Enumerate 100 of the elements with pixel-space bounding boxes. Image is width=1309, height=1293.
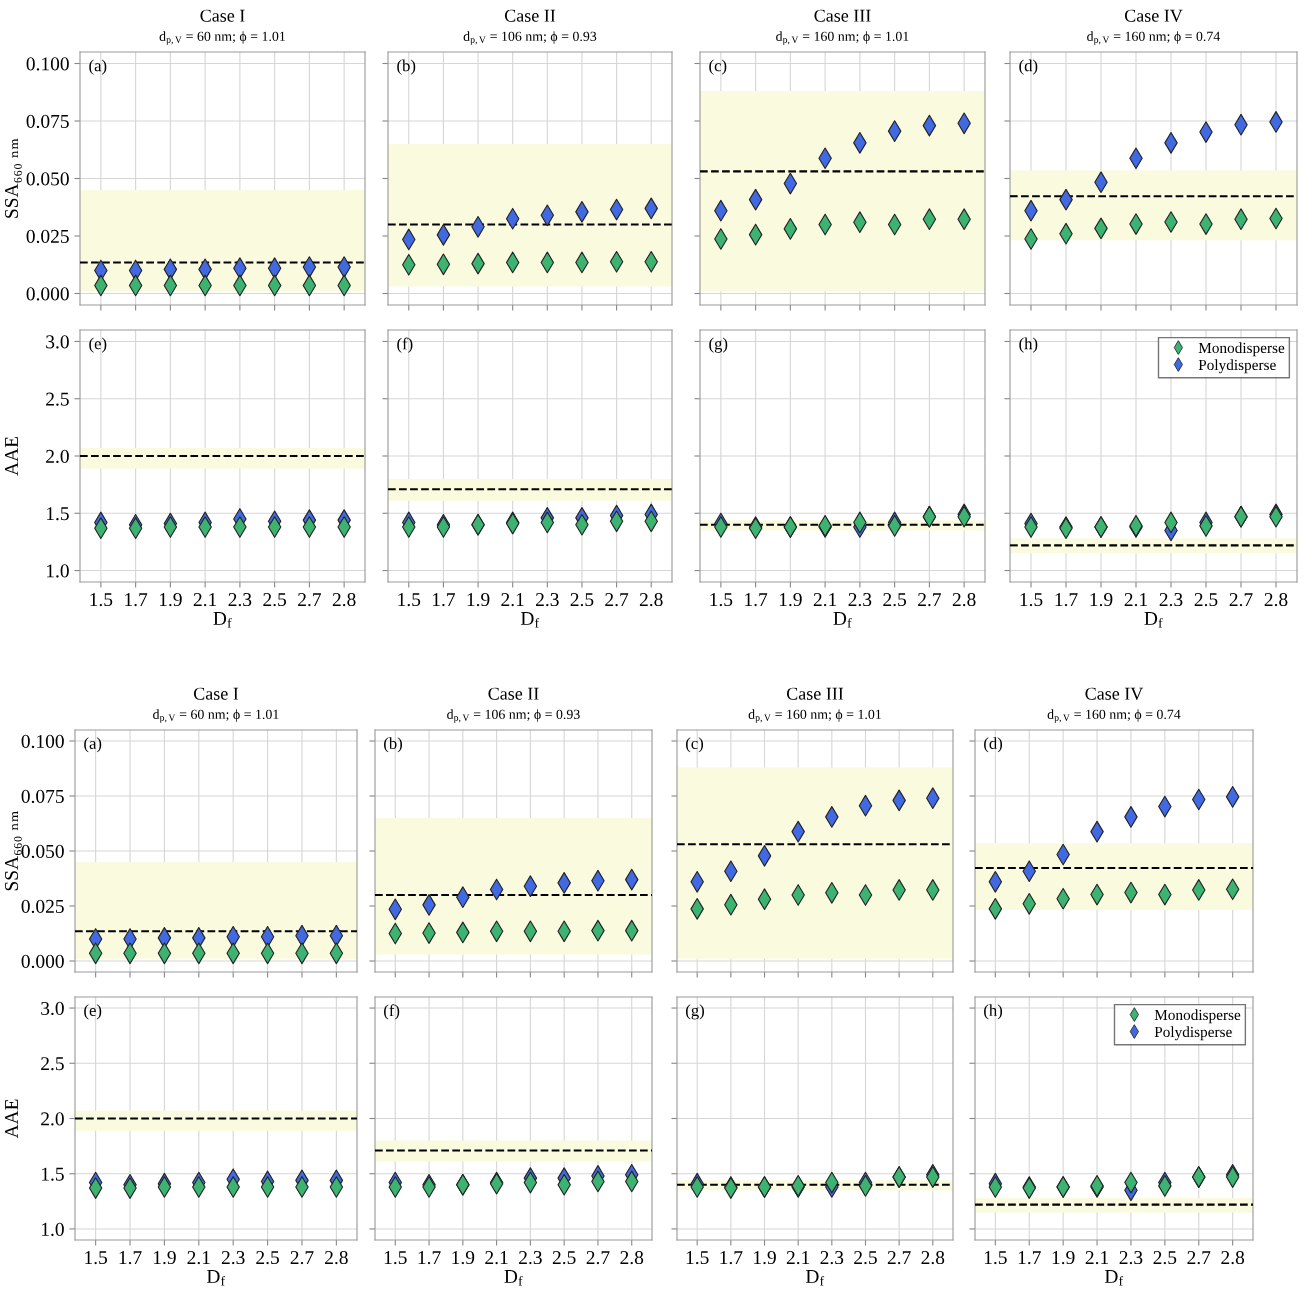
x-tick-label: 1.9	[779, 593, 802, 607]
x-tick-label: 1.7	[125, 593, 148, 607]
y-tick-label: 1.0	[41, 1222, 64, 1236]
x-tick-label: 2.3	[848, 593, 872, 607]
x-tick-label: 2.8	[332, 592, 356, 607]
x-tick-label: 2.5	[570, 593, 594, 607]
x-tick-label: 2.8	[325, 1250, 348, 1265]
x-tick-label: 2.7	[1187, 1251, 1211, 1265]
chart-title: Case II	[488, 687, 539, 700]
x-tick-label: 2.1	[1085, 1251, 1109, 1265]
annotation: (e)	[89, 337, 107, 353]
x-tick-label: 2.5	[552, 1251, 576, 1265]
annotation: (f)	[384, 1004, 400, 1020]
x-tick-label: 1.9	[754, 1251, 776, 1265]
x-tick-label: 2.1	[813, 593, 837, 607]
x-tick-label: 2.1	[1124, 593, 1147, 607]
y-tick-label: 0.025	[21, 899, 64, 914]
legend-label: Monodisperse	[1198, 342, 1285, 357]
x-tick-label: 1.9	[452, 1251, 475, 1265]
x-tick-label: 2.5	[883, 593, 907, 607]
annotation: (h)	[1019, 337, 1038, 353]
y-tick-label: 0.000	[21, 954, 64, 969]
x-tick-label: 2.5	[263, 593, 287, 607]
annotation: (e)	[84, 1004, 102, 1020]
x-tick-label: 2.7	[290, 1251, 314, 1265]
x-tick-label: 2.7	[605, 593, 629, 607]
x-tick-label: 2.5	[1153, 1251, 1177, 1265]
x-tick-label: 2.7	[1229, 593, 1253, 607]
x-tick-label: 2.7	[887, 1251, 911, 1265]
x-axis-title: D$_{f}$	[833, 612, 852, 628]
x-tick-label: 2.5	[854, 1251, 877, 1265]
x-tick-label: 2.8	[1264, 592, 1288, 607]
y-tick-label: 2.0	[46, 449, 69, 464]
x-tick-label: 1.7	[418, 1251, 441, 1265]
x-axis-title: D$_{f}$	[805, 1270, 825, 1286]
x-tick-label: 2.3	[221, 1251, 245, 1265]
x-tick-label: 2.8	[952, 592, 976, 607]
x-tick-label: 1.7	[119, 1251, 142, 1265]
chart-subtitle: d$_{p,V}$ = 160 nm; ϕ = 1.01	[748, 709, 881, 723]
x-tick-label: 1.5	[384, 1251, 407, 1265]
chart-subtitle: d$_{p,V}$ = 160 nm; ϕ = 0.74	[1087, 31, 1221, 45]
annotation: (h)	[984, 1004, 1003, 1020]
x-tick-label: 2.8	[921, 1250, 945, 1265]
y-tick-label: 0.025	[26, 229, 69, 244]
chart-subtitle: d$_{p,V}$ = 60 nm; ϕ = 1.01	[159, 31, 285, 45]
x-tick-label: 2.8	[620, 1250, 644, 1265]
x-tick-label: 2.1	[485, 1251, 508, 1265]
x-tick-label: 1.7	[745, 593, 768, 607]
y-axis-title: AAE	[5, 436, 18, 476]
chart-subtitle: d$_{p,V}$ = 160 nm; ϕ = 0.74	[1047, 709, 1181, 723]
x-tick-label: 2.7	[918, 593, 941, 607]
x-axis-title: D$_{f}$	[504, 1270, 523, 1286]
chart-subtitle: d$_{p,V}$ = 106 nm; ϕ = 0.93	[463, 31, 597, 45]
x-axis-title: D$_{f}$	[520, 612, 540, 628]
chart-title: Case II	[504, 9, 556, 22]
annotation: (a)	[89, 59, 107, 75]
y-tick-label: 1.5	[41, 1167, 64, 1181]
chart-title: Case I	[200, 9, 245, 22]
x-tick-label: 1.5	[90, 593, 113, 607]
chart-title: Case IV	[1124, 9, 1183, 22]
legend-label: Monodisperse	[1154, 1009, 1241, 1024]
y-tick-label: 0.075	[26, 114, 69, 129]
x-axis-title: D$_{f}$	[213, 612, 232, 628]
x-tick-label: 1.9	[153, 1251, 176, 1265]
y-tick-label: 2.5	[41, 1057, 64, 1071]
y-tick-label: 2.0	[41, 1112, 64, 1126]
x-tick-label: 2.1	[786, 1251, 810, 1265]
x-tick-label: 1.5	[1020, 593, 1043, 607]
legend-label: Polydisperse	[1198, 359, 1276, 374]
x-tick-label: 1.5	[398, 593, 421, 607]
x-tick-label: 1.5	[686, 1251, 709, 1265]
chart-subtitle: d$_{p,V}$ = 106 nm; ϕ = 0.93	[447, 709, 580, 723]
x-tick-label: 2.3	[228, 593, 252, 607]
y-tick-label: 0.100	[26, 57, 69, 71]
y-tick-label: 1.5	[46, 507, 69, 521]
annotation: (c)	[709, 59, 727, 75]
y-tick-label: 2.5	[46, 392, 69, 406]
y-tick-label: 0.100	[21, 734, 64, 749]
x-axis-title: D$_{f}$	[1104, 1270, 1124, 1286]
y-tick-label: 0.050	[21, 844, 64, 859]
x-tick-label: 2.3	[536, 593, 559, 607]
x-tick-label: 2.3	[1159, 593, 1183, 607]
x-tick-label: 2.1	[187, 1251, 210, 1265]
x-tick-label: 1.9	[467, 593, 490, 607]
x-tick-label: 2.1	[501, 593, 524, 607]
y-tick-label: 3.0	[41, 1001, 64, 1016]
y-tick-label: 0.000	[26, 287, 69, 301]
y-tick-label: 0.075	[21, 789, 64, 804]
x-tick-label: 1.5	[710, 593, 733, 607]
annotation: (d)	[1019, 59, 1038, 75]
x-tick-label: 2.3	[519, 1251, 542, 1265]
chart-title: Case III	[786, 687, 844, 700]
y-tick-label: 0.050	[26, 172, 69, 186]
x-axis-title: D$_{f}$	[1144, 612, 1163, 628]
y-axis-title: AAE	[5, 1099, 18, 1139]
y-tick-label: 1.0	[46, 564, 69, 578]
chart-subtitle: d$_{p,V}$ = 60 nm; ϕ = 1.01	[153, 709, 279, 723]
x-tick-label: 2.1	[193, 593, 217, 607]
x-tick-label: 2.7	[586, 1251, 610, 1265]
annotation: (f)	[397, 337, 413, 353]
